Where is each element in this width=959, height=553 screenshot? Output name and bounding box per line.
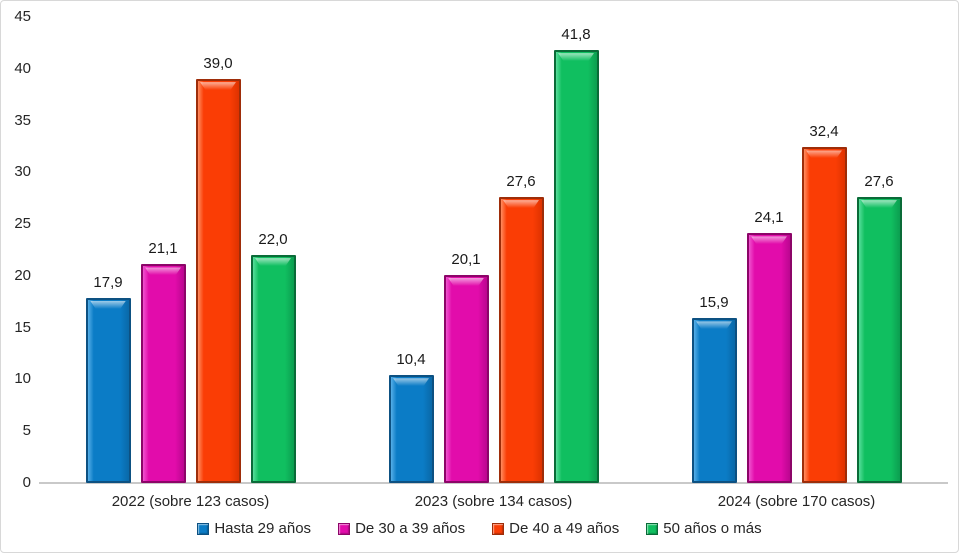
bar-de-40-a-49-años — [498, 197, 544, 483]
legend-item-de-40-a-49-años: De 40 a 49 años — [492, 520, 619, 537]
bar-value-label: 27,6 — [506, 173, 536, 191]
bar-de-30-a-39-años — [746, 233, 792, 483]
y-axis-tick-label: 25 — [14, 215, 31, 233]
legend-marker-icon — [646, 522, 659, 535]
bar-de-30-a-39-años — [140, 264, 186, 483]
category-label: 2023 (sobre 134 casos) — [414, 493, 573, 510]
bar-de-40-a-49-años — [801, 147, 847, 483]
bar-value-label: 39,0 — [203, 55, 233, 73]
y-axis-tick-label: 40 — [14, 59, 31, 77]
legend-marker-icon — [338, 522, 351, 535]
bar-value-label: 24,1 — [754, 209, 784, 227]
y-axis-tick-label: 15 — [14, 318, 31, 336]
bar-50-años-o-más — [250, 255, 296, 483]
y-axis-tick-label: 10 — [14, 370, 31, 388]
legend-label: De 40 a 49 años — [509, 520, 620, 537]
bar-value-label: 27,6 — [864, 173, 894, 191]
bar-value-label: 21,1 — [148, 240, 178, 258]
bar-50-años-o-más — [553, 50, 599, 483]
y-axis-tick-label: 45 — [14, 8, 31, 25]
bar-value-label: 15,9 — [699, 294, 729, 312]
legend-item-50-años-o-más: 50 años o más — [646, 520, 762, 537]
bar-value-label: 22,0 — [258, 231, 288, 249]
category-label: 2024 (sobre 170 casos) — [717, 493, 876, 510]
bar-de-40-a-49-años — [195, 79, 241, 483]
bar-hasta-29-años — [85, 297, 131, 483]
category-label: 2022 (sobre 123 casos) — [111, 493, 270, 510]
legend-marker-icon — [492, 522, 505, 535]
bar-value-label: 17,9 — [93, 273, 123, 291]
legend-item-de-30-a-39-años: De 30 a 39 años — [338, 520, 465, 537]
bar-hasta-29-años — [388, 375, 434, 483]
y-axis-tick-label: 30 — [14, 163, 31, 181]
legend-label: De 30 a 39 años — [355, 520, 466, 537]
bar-de-30-a-39-años — [443, 274, 489, 483]
y-axis-tick-label: 0 — [22, 474, 31, 491]
bar-50-años-o-más — [856, 197, 902, 483]
bar-value-label: 32,4 — [809, 123, 839, 141]
bar-hasta-29-años — [691, 318, 737, 483]
y-axis-tick-label: 35 — [14, 111, 31, 129]
x-axis-line — [39, 482, 948, 484]
bar-value-label: 41,8 — [561, 26, 591, 44]
bar-value-label: 20,1 — [451, 250, 481, 268]
y-axis-tick-label: 20 — [14, 266, 31, 284]
legend-label: 50 años o más — [663, 520, 762, 537]
legend-item-hasta-29-años: Hasta 29 años — [197, 520, 311, 537]
bar-value-label: 10,4 — [396, 351, 426, 369]
legend: Hasta 29 años De 30 a 39 años De 40 a 49 a… — [1, 520, 958, 537]
legend-marker-icon — [197, 522, 210, 535]
y-axis-tick-label: 5 — [22, 422, 31, 440]
legend-label: Hasta 29 años — [214, 520, 312, 537]
